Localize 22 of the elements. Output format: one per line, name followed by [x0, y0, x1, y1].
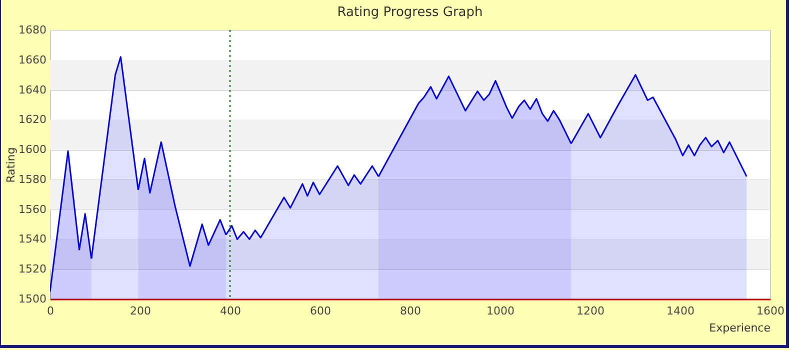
x-tick-label: 800	[400, 304, 421, 318]
y-tick-label: 1540	[18, 232, 46, 246]
y-tick-label: 1580	[18, 172, 46, 186]
x-tick-label: 400	[220, 304, 241, 318]
x-tick-label: 0	[47, 304, 54, 318]
y-tick-label: 1600	[18, 143, 46, 156]
x-tick-label: 1400	[666, 304, 694, 318]
x-tick-label: 200	[130, 304, 151, 318]
chart-title: Rating Progress Graph	[337, 5, 483, 20]
x-tick-label: 1200	[576, 304, 604, 318]
y-tick-label: 1520	[18, 262, 46, 276]
y-tick-label: 1620	[18, 113, 46, 126]
x-tick-label: 1000	[486, 304, 514, 318]
y-tick-label: 1660	[18, 53, 46, 66]
y-tick-label: 1640	[18, 83, 46, 96]
x-tick-label: 1600	[756, 304, 784, 318]
y-tick-label: 1680	[18, 24, 46, 36]
y-tick-label: 1560	[18, 202, 46, 216]
y-tick-label: 1500	[18, 292, 46, 306]
y-axis-title: Rating	[4, 147, 18, 183]
x-axis-title: Experience	[709, 322, 771, 334]
x-tick-label: 600	[310, 304, 331, 318]
